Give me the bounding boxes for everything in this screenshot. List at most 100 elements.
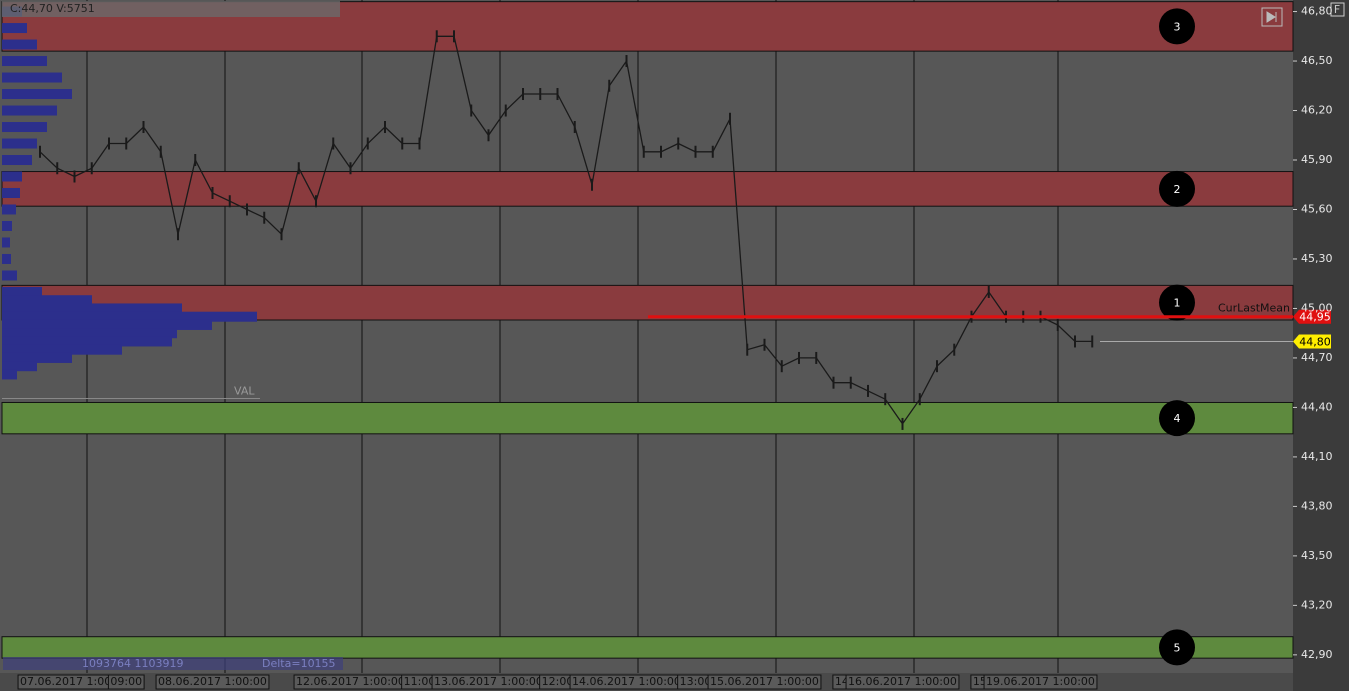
zone-label: 3 [1174, 20, 1181, 33]
zone-label: 5 [1174, 641, 1181, 654]
profile-bar [2, 336, 172, 347]
price-bar [1056, 318, 1059, 331]
price-bar [90, 162, 93, 175]
profile-bar [2, 39, 37, 50]
zone [1, 401, 1294, 435]
x-tick-label: 14.06.2017 1:00:00 [572, 675, 681, 688]
price-bar [1091, 335, 1094, 348]
level-label: 44,95 [1299, 311, 1331, 324]
price-bar [159, 145, 162, 158]
header-text: C:44,70 V:5751 [10, 2, 95, 15]
level-tag [1293, 334, 1331, 349]
val-label: VAL [234, 384, 255, 397]
price-bar [556, 88, 559, 101]
price-bar [366, 137, 369, 150]
zone-label: 4 [1174, 412, 1181, 425]
price-bar [936, 360, 938, 373]
price-bar [56, 162, 59, 175]
f-button-label: F [1334, 3, 1340, 16]
y-tick-label: 44,40 [1301, 400, 1333, 413]
profile-bar [2, 89, 72, 100]
price-bar [401, 137, 404, 150]
x-tick-label: 13:00 [680, 675, 712, 688]
price-bar [177, 228, 179, 241]
zone-badge [1159, 170, 1195, 207]
price-bar [194, 154, 197, 167]
profile-bar [2, 253, 11, 264]
price-bar [642, 145, 645, 158]
x-tick-label: 19.06.2017 1:00:00 [986, 675, 1095, 688]
price-bar [142, 121, 145, 134]
price-bar [125, 137, 128, 150]
price-bar [280, 228, 283, 241]
price-bar [987, 285, 990, 298]
price-bar [297, 162, 300, 175]
price-bar [625, 55, 628, 68]
f-button[interactable] [1330, 2, 1345, 17]
profile-bar [2, 344, 122, 355]
zone-label: 1 [1174, 297, 1181, 310]
price-bar [608, 79, 611, 92]
price-bar [39, 145, 41, 158]
profile-bar [2, 72, 62, 83]
price-bar [418, 137, 421, 150]
profile-bar [2, 187, 20, 198]
profile-bar [2, 56, 47, 67]
price-line [39, 35, 1093, 426]
plot-background [0, 0, 1293, 673]
price-bar [211, 186, 214, 199]
price-bar [349, 162, 352, 175]
x-tick-label: 12:00 [542, 675, 574, 688]
y-tick-label: 45,00 [1301, 301, 1333, 314]
y-tick-label: 45,30 [1301, 252, 1333, 265]
price-bar [539, 88, 542, 101]
profile-bar [2, 352, 72, 363]
profile-bar [2, 23, 27, 34]
zone-badge [1159, 8, 1195, 45]
x-tick-label: 15.06.2017 1:00:00 [710, 675, 819, 688]
price-bar [953, 343, 956, 356]
zone-badge [1159, 284, 1195, 321]
x-tick-label: 11:00 [404, 675, 436, 688]
price-bar [798, 351, 800, 364]
y-tick-label: 43,50 [1301, 549, 1333, 562]
price-bar [246, 203, 248, 216]
price-bar [73, 170, 76, 183]
price-bar [263, 211, 266, 224]
price-bar [1074, 335, 1076, 348]
price-bar [780, 360, 783, 373]
zone-badge [1159, 400, 1195, 437]
price-bar [228, 195, 231, 208]
footer-delta: Delta=10155 [262, 657, 336, 670]
zone [1, 171, 1294, 207]
profile-bar [2, 319, 212, 330]
profile-bar [2, 237, 10, 248]
scroll-end-button[interactable] [1261, 7, 1283, 27]
profile-bar [2, 303, 182, 314]
price-bar [711, 145, 714, 158]
y-tick-label: 46,80 [1301, 5, 1333, 18]
profile-bar [2, 171, 22, 182]
price-bar [694, 145, 697, 158]
price-bar [832, 376, 835, 389]
y-tick-label: 45,60 [1301, 202, 1333, 215]
y-tick-label: 44,10 [1301, 450, 1333, 463]
level-text: CurLastMean [1218, 302, 1290, 315]
price-bar [573, 121, 576, 134]
zone-label: 2 [1174, 183, 1181, 196]
x-label-box [107, 674, 145, 690]
price-bar [677, 137, 680, 150]
profile-bar [2, 361, 37, 372]
x-tick-label: 12.06.2017 1:00:00 [296, 675, 405, 688]
profile-bar [2, 328, 177, 339]
x-tick-label: 16.06.2017 1:00:00 [848, 675, 957, 688]
price-bar [384, 121, 386, 134]
profile-bar [2, 369, 17, 380]
zone [1, 636, 1294, 659]
y-tick-label: 43,80 [1301, 499, 1333, 512]
footer-volumes: 1093764 1103919 [82, 657, 183, 670]
price-bar [435, 30, 438, 43]
profile-bar [2, 155, 32, 166]
